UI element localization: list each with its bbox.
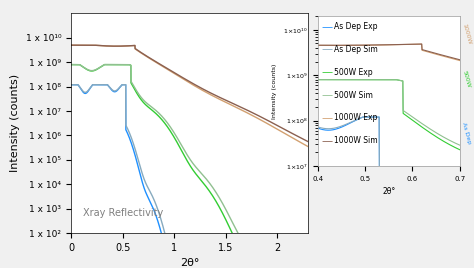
Text: —: —: [321, 22, 333, 32]
Text: As Dep: As Dep: [461, 122, 472, 144]
1000W Sim: [95, 44, 101, 47]
1000W Exp: [159, 64, 165, 68]
1000W Sim: [275, 124, 281, 128]
Text: 500W Sim: 500W Sim: [334, 91, 373, 100]
Text: 1000W Exp: 1000W Exp: [334, 113, 378, 122]
Text: 500W Exp: 500W Exp: [334, 68, 373, 77]
Line: 500W Exp: 500W Exp: [71, 65, 308, 268]
Line: 500W Sim: 500W Sim: [71, 65, 308, 268]
1000W Sim: [305, 140, 311, 143]
As Dep Exp: [109, 89, 115, 92]
Text: 500W: 500W: [461, 70, 471, 88]
Text: 1000W Sim: 1000W Sim: [334, 136, 378, 145]
Text: Xray Reflectivity: Xray Reflectivity: [83, 208, 163, 218]
1000W Sim: [170, 70, 175, 73]
As Dep Sim: [68, 83, 74, 86]
Line: As Dep Sim: As Dep Sim: [71, 85, 308, 268]
1000W Sim: [68, 44, 74, 47]
X-axis label: 2θ°: 2θ°: [180, 258, 199, 268]
As Dep Sim: [170, 261, 175, 264]
1000W Exp: [109, 44, 115, 48]
1000W Exp: [68, 44, 74, 47]
500W Sim: [159, 115, 165, 118]
1000W Exp: [305, 145, 311, 148]
1000W Sim: [301, 138, 306, 141]
Y-axis label: Intensity (counts): Intensity (counts): [10, 74, 20, 172]
1000W Exp: [301, 142, 306, 146]
Text: —: —: [321, 113, 333, 123]
Line: 1000W Sim: 1000W Sim: [71, 45, 308, 142]
1000W Exp: [170, 71, 175, 74]
1000W Exp: [275, 128, 281, 131]
X-axis label: 2θ°: 2θ°: [382, 187, 395, 196]
As Dep Exp: [95, 83, 101, 86]
As Dep Exp: [159, 234, 165, 237]
Text: —: —: [321, 44, 333, 55]
Text: —: —: [321, 136, 333, 146]
Text: —: —: [321, 90, 333, 100]
1000W Exp: [95, 44, 101, 47]
As Dep Exp: [68, 83, 74, 86]
Text: 1000W: 1000W: [461, 23, 472, 45]
As Dep Sim: [109, 88, 115, 92]
500W Exp: [95, 67, 101, 70]
500W Exp: [170, 133, 175, 136]
500W Exp: [159, 118, 165, 121]
500W Exp: [68, 63, 74, 66]
1000W Sim: [109, 44, 115, 48]
Line: As Dep Exp: As Dep Exp: [71, 85, 308, 268]
500W Sim: [170, 128, 175, 132]
500W Sim: [95, 67, 101, 70]
As Dep Sim: [95, 83, 101, 86]
Text: As Dep Sim: As Dep Sim: [334, 45, 378, 54]
500W Exp: [109, 63, 115, 66]
Line: 1000W Exp: 1000W Exp: [71, 45, 308, 147]
500W Sim: [68, 63, 74, 66]
As Dep Sim: [159, 221, 165, 225]
Text: As Dep Exp: As Dep Exp: [334, 22, 378, 31]
Text: —: —: [321, 67, 333, 77]
Y-axis label: Intensity (counts): Intensity (counts): [273, 64, 277, 119]
1000W Sim: [159, 64, 165, 67]
500W Sim: [109, 63, 115, 66]
